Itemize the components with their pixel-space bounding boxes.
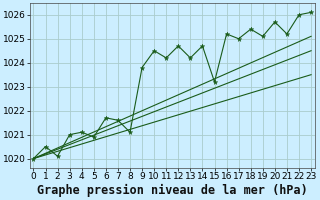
X-axis label: Graphe pression niveau de la mer (hPa): Graphe pression niveau de la mer (hPa) [37, 184, 308, 197]
